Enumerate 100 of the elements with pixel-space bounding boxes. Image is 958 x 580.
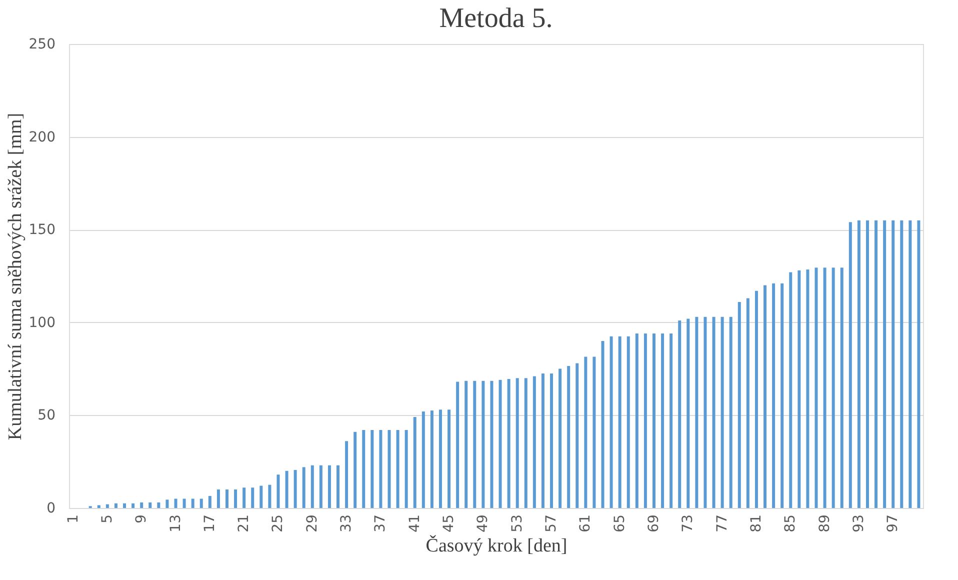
x-tick-label: 53 — [509, 514, 526, 532]
x-tick-label: 45 — [441, 514, 458, 532]
bar — [106, 504, 109, 508]
bar — [917, 220, 920, 508]
y-tick-label: 250 — [28, 36, 56, 52]
bar — [242, 488, 246, 508]
x-tick-label: 33 — [338, 514, 355, 532]
y-axis-title: Kumulativní suma sněhových srážek [mm] — [4, 112, 26, 440]
bar — [464, 380, 468, 508]
bar — [285, 470, 288, 508]
bar — [644, 334, 647, 508]
bar — [516, 378, 519, 508]
x-tick-label: 73 — [680, 514, 696, 532]
bar — [310, 465, 314, 508]
bar — [814, 268, 818, 508]
bar — [635, 334, 638, 508]
bar — [686, 318, 690, 508]
bar — [661, 334, 664, 508]
x-tick-label: 37 — [372, 514, 389, 532]
bar — [208, 496, 212, 508]
x-tick-label: 97 — [885, 514, 902, 532]
bar — [114, 503, 118, 508]
x-tick-label: 25 — [270, 514, 286, 532]
bar — [473, 380, 476, 508]
bar — [584, 356, 588, 508]
bar — [592, 356, 596, 508]
bar — [294, 470, 297, 508]
bar — [328, 465, 331, 508]
bar — [225, 489, 228, 508]
bar — [678, 320, 682, 508]
bar — [191, 498, 194, 508]
y-tick-label: 150 — [28, 222, 56, 238]
x-tick-label: 93 — [850, 514, 867, 532]
x-tick-label: 77 — [714, 514, 730, 532]
x-tick-label: 61 — [578, 514, 594, 532]
bar — [866, 220, 869, 508]
bar — [789, 272, 792, 508]
chart-title: Metoda 5. — [439, 3, 553, 34]
bar — [754, 290, 758, 508]
bar — [132, 503, 135, 508]
bar — [832, 268, 835, 508]
bar — [874, 220, 878, 508]
bar — [720, 316, 724, 508]
bar — [840, 268, 844, 508]
bar — [260, 486, 263, 508]
bar — [892, 220, 895, 508]
x-tick-label: 41 — [406, 514, 423, 532]
bar — [448, 410, 451, 508]
bar — [780, 283, 784, 508]
bar — [482, 380, 485, 508]
y-tick-label: 100 — [28, 314, 56, 331]
bar — [798, 270, 801, 508]
bar — [430, 410, 434, 508]
bar — [823, 268, 826, 508]
bar — [354, 432, 357, 508]
x-tick-label: 65 — [612, 514, 628, 532]
bar — [729, 316, 732, 508]
bar — [900, 220, 904, 508]
bar — [140, 502, 144, 508]
bar — [396, 430, 400, 508]
bar — [456, 382, 460, 508]
bar — [618, 336, 622, 508]
bar — [576, 363, 579, 508]
bar — [498, 380, 502, 508]
bar — [422, 411, 425, 508]
bar — [234, 489, 238, 508]
bar — [276, 474, 280, 508]
bar — [200, 498, 203, 508]
bar — [695, 316, 698, 508]
bar — [174, 498, 178, 508]
bar — [626, 336, 630, 508]
bar — [438, 410, 442, 508]
bar — [558, 368, 562, 508]
x-tick-label: 69 — [646, 514, 662, 532]
bar — [772, 283, 776, 508]
bar — [610, 336, 613, 508]
bar — [541, 373, 544, 508]
bar — [652, 334, 656, 508]
x-tick-label: 13 — [168, 514, 184, 532]
x-tick-label: 17 — [202, 514, 218, 532]
x-tick-label: 89 — [816, 514, 833, 532]
bar — [182, 498, 186, 508]
bar — [336, 465, 340, 508]
bar — [216, 489, 220, 508]
bar — [883, 220, 886, 508]
x-tick-label: 57 — [544, 514, 560, 532]
bar — [601, 340, 604, 508]
bar — [302, 467, 306, 508]
bar — [388, 430, 391, 508]
x-axis-title: Časový krok [den] — [426, 534, 568, 556]
bar — [712, 316, 716, 508]
bar — [97, 505, 100, 508]
y-tick-label: 0 — [46, 500, 56, 516]
bar — [908, 220, 912, 508]
bar — [806, 270, 810, 508]
bar — [251, 488, 254, 508]
bar — [362, 430, 366, 508]
x-tick-label: 81 — [748, 514, 764, 532]
x-tick-label: 29 — [304, 514, 320, 532]
x-tick-label: 21 — [236, 514, 252, 532]
